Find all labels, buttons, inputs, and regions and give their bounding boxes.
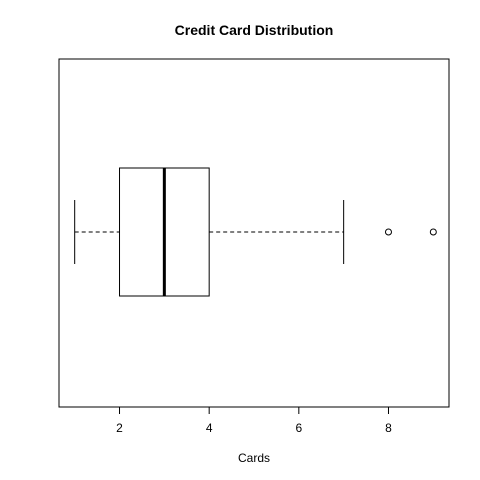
- x-tick-label: 2: [116, 421, 123, 435]
- outlier-point: [429, 228, 437, 236]
- plot-frame: [58, 58, 450, 408]
- x-tick-label: 4: [206, 421, 213, 435]
- x-axis: 2 4 6 8: [116, 407, 392, 435]
- x-axis-label: Cards: [238, 451, 270, 465]
- boxplot: [74, 167, 437, 297]
- x-tick-label: 6: [295, 421, 302, 435]
- x-tick-label: 8: [385, 421, 392, 435]
- chart-title: Credit Card Distribution: [175, 22, 334, 38]
- outlier-point: [384, 228, 392, 236]
